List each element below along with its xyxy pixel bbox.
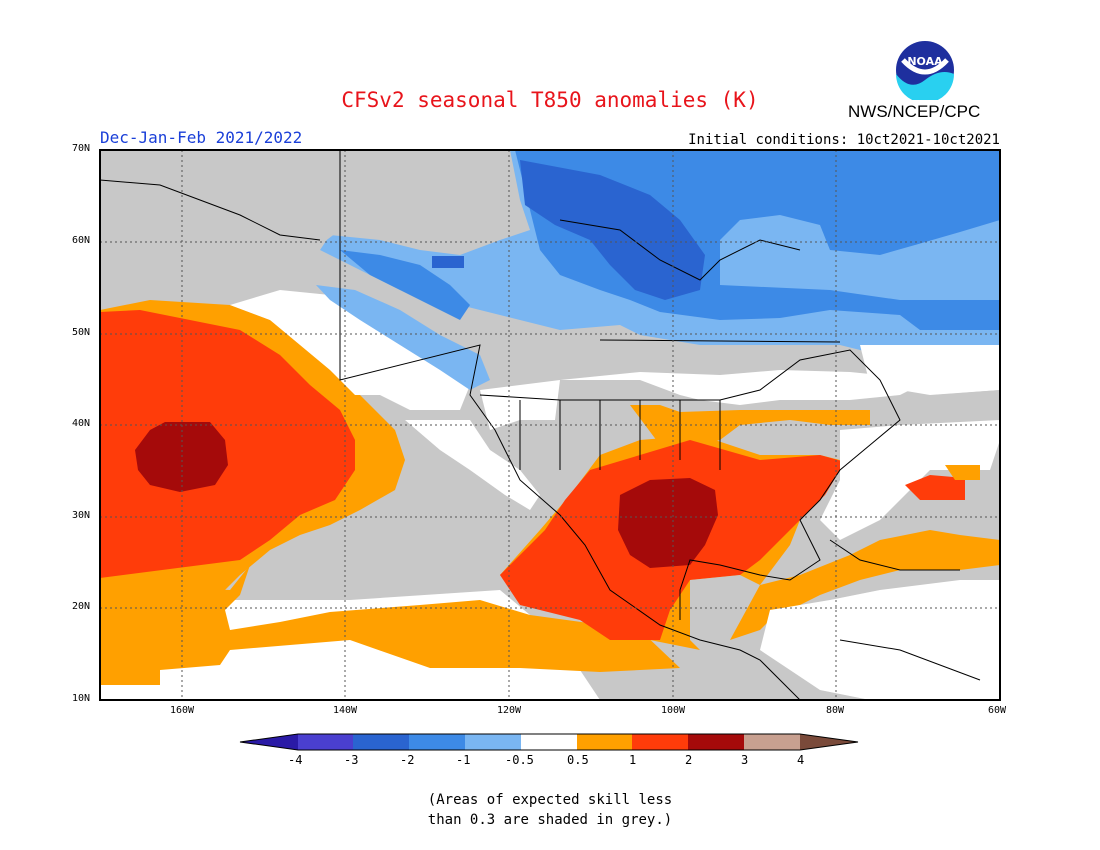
- darkred-texas-core: [618, 478, 718, 568]
- red-atlantic-patch: [905, 475, 965, 500]
- lat-label-10n: 10N: [72, 693, 91, 704]
- white-patch-sw: [100, 685, 160, 700]
- lon-label-120w: 120W: [497, 705, 522, 716]
- lat-label-50n: 50N: [72, 327, 91, 338]
- lightblue-zone-ne-pacific: [316, 285, 490, 390]
- colorbar-label: -0.5: [505, 753, 534, 767]
- colorbar-bin: [577, 734, 632, 750]
- colorbar-bin: [465, 734, 521, 750]
- colorbar-bin: [632, 734, 688, 750]
- lat-label-40n: 40N: [72, 418, 91, 429]
- colorbar-label: -2: [400, 753, 415, 767]
- lat-label-30n: 30N: [72, 510, 91, 521]
- agency-label: NWS/NCEP/CPC: [848, 102, 981, 121]
- map-title: CFSv2 seasonal T850 anomalies (K): [341, 88, 759, 112]
- white-atlantic-open: [820, 420, 1000, 540]
- orange-atlantic-band: [730, 530, 1000, 640]
- colorbar-bin: [298, 734, 353, 750]
- lon-label-100w: 100W: [661, 705, 686, 716]
- map-frame: [99, 149, 1001, 701]
- orange-us-strip: [630, 405, 870, 445]
- initial-conditions-label: Initial conditions: 10ct2021-10ct2021: [688, 132, 1000, 148]
- colorbar-label: 2: [685, 753, 693, 767]
- blue-alaska-strip: [340, 250, 470, 320]
- colorbar-label: 0.5: [567, 753, 589, 767]
- skill-note-line-1: (Areas of expected skill less: [427, 792, 673, 808]
- orange-atlantic-patch: [945, 465, 980, 480]
- coastline-lines: [100, 150, 981, 700]
- midblue-hudson-core: [520, 160, 705, 300]
- lon-label-80w: 80W: [826, 705, 845, 716]
- white-caribbean: [760, 580, 1000, 700]
- colorbar: [239, 733, 859, 751]
- lat-label-70n: 70N: [72, 143, 91, 154]
- season-label: Dec-Jan-Feb 2021/2022: [100, 128, 303, 147]
- grey-alaska: [100, 150, 340, 300]
- colorbar-left-arrow: [240, 734, 298, 750]
- colorbar-label: -3: [344, 753, 359, 767]
- noaa-logo-icon: NOAA: [896, 41, 954, 100]
- lon-label-60w: 60W: [988, 705, 1007, 716]
- colorbar-label: -4: [288, 753, 303, 767]
- colorbar-bin: [409, 734, 465, 750]
- colorbar-bin: [688, 734, 744, 750]
- graticule: [100, 150, 1000, 700]
- red-pacific-warm: [100, 310, 355, 578]
- skill-note-line-2: than 0.3 are shaded in grey.): [427, 812, 673, 828]
- colorbar-bin: [353, 734, 409, 750]
- orange-band-south-pacific: [100, 565, 680, 690]
- svg-text:NOAA: NOAA: [907, 55, 943, 68]
- lat-label-20n: 20N: [72, 601, 91, 612]
- colorbar-label: 3: [741, 753, 749, 767]
- lon-label-140w: 140W: [333, 705, 358, 716]
- white-zone-ne-pacific: [230, 290, 470, 410]
- white-zone-off-california: [405, 420, 540, 510]
- colorbar-bin: [521, 734, 577, 750]
- colorbar-right-arrow: [800, 734, 858, 750]
- midblue-patch-yukon: [432, 256, 464, 268]
- lon-label-160w: 160W: [170, 705, 195, 716]
- colorbar-bin: [744, 734, 800, 750]
- colorbar-label: -1: [456, 753, 471, 767]
- lat-label-60n: 60N: [72, 235, 91, 246]
- colorbar-label: 4: [797, 753, 805, 767]
- colorbar-label: 1: [629, 753, 637, 767]
